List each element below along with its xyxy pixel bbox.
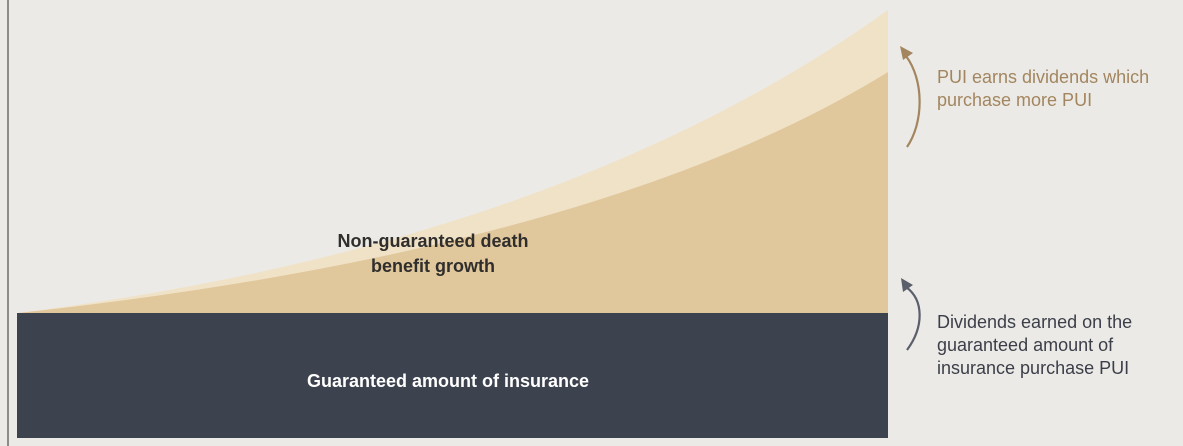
- guaranteed-insurance-label: Guaranteed amount of insurance: [306, 371, 590, 391]
- pui-annotation-line-1: PUI earns dividends which: [937, 67, 1150, 87]
- dividends-annotation-line-2: guaranteed amount of: [937, 335, 1114, 355]
- dividends-annotation-line-1: Dividends earned on the: [937, 312, 1133, 332]
- pui-dividends-annotation: PUI earns dividends which purchase more …: [937, 66, 1177, 112]
- growth-label-line-1: Non-guaranteed death: [337, 231, 529, 251]
- pui-annotation-line-2: purchase more PUI: [937, 90, 1093, 110]
- dividends-guaranteed-annotation: Dividends earned on the guaranteed amoun…: [937, 311, 1177, 380]
- vertical-axis-line: [7, 0, 9, 446]
- guaranteed-insurance-block: [17, 313, 888, 438]
- pui-arrow-icon: [905, 55, 921, 148]
- dividends-annotation-line-3: insurance purchase PUI: [937, 358, 1130, 378]
- growth-label-line-2: benefit growth: [371, 256, 495, 276]
- dividends-arrow-icon: [905, 286, 921, 351]
- nonguaranteed-growth-area: [18, 72, 888, 313]
- dividends-arrowhead-icon: [901, 278, 913, 292]
- pui-arrowhead-icon: [900, 46, 913, 60]
- growth-label: Non-guaranteed death benefit growth: [303, 229, 563, 279]
